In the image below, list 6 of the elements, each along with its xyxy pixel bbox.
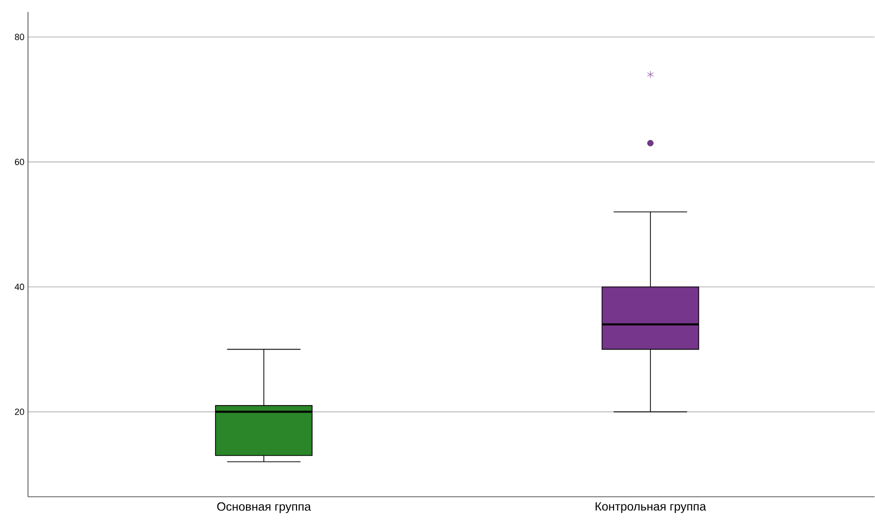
y-tick-label: 20 bbox=[14, 408, 24, 416]
y-tick-label: 80 bbox=[14, 34, 24, 40]
y-tick-label: 60 bbox=[14, 158, 24, 166]
x-tick-label: Основная группа bbox=[217, 502, 311, 514]
y-tick-label: 40 bbox=[14, 284, 24, 290]
x-tick-label: Контрольная группа bbox=[596, 502, 706, 514]
